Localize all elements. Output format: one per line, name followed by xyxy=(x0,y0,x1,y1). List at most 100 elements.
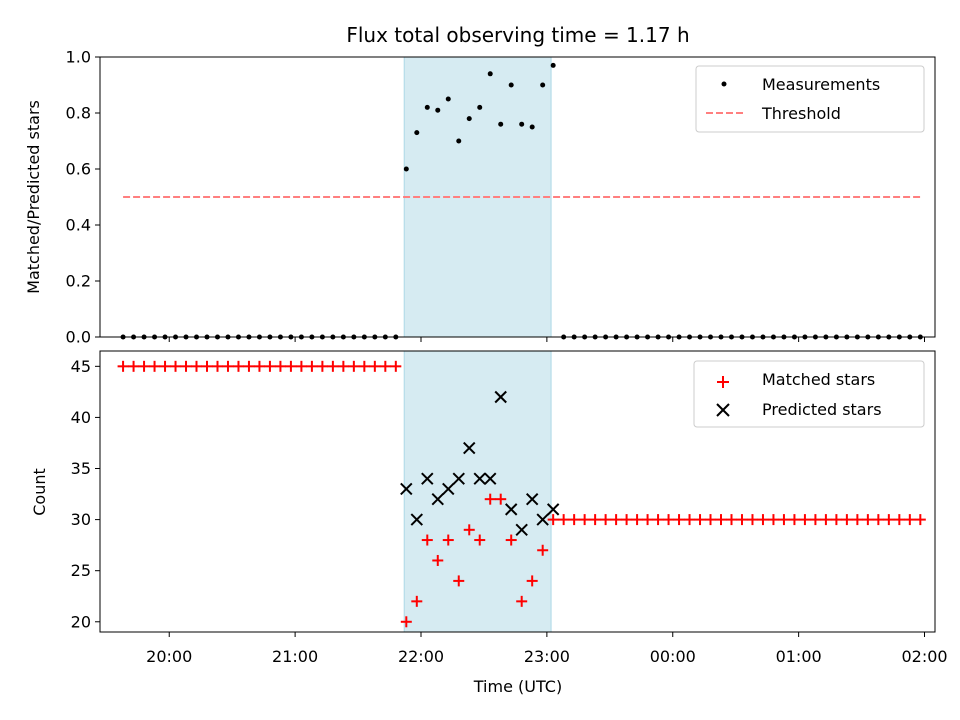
predicted-star-point xyxy=(473,472,486,485)
top-ytick-label: 0.6 xyxy=(66,160,91,179)
matched-star-point xyxy=(914,514,926,526)
matched-star-point xyxy=(830,514,842,526)
predicted-star-point xyxy=(515,523,528,537)
matched-star-point xyxy=(201,360,213,372)
bottom-legend: Matched stars Predicted stars xyxy=(693,360,925,428)
bottom-ytick-label: 35 xyxy=(71,459,91,478)
matched-star-point xyxy=(663,514,675,526)
matched-star-point xyxy=(369,360,381,372)
top-ytick-label: 0.2 xyxy=(66,272,91,291)
predicted-star-point xyxy=(410,513,424,526)
matched-star-point xyxy=(128,360,140,372)
predicted-star-stroke-b xyxy=(421,472,434,485)
matched-star-point xyxy=(883,514,895,526)
matched-star-point xyxy=(799,514,811,526)
matched-star-point xyxy=(725,514,737,526)
predicted-star-stroke-b xyxy=(400,482,413,496)
predicted-star-point xyxy=(546,503,560,516)
matched-star-point xyxy=(600,514,612,526)
bottom-xtick-label: 02:00 xyxy=(901,647,947,666)
top-ytick-label: 0.0 xyxy=(66,328,91,347)
matched-star-point xyxy=(295,360,307,372)
chart-title: Flux total observing time = 1.17 h xyxy=(346,23,689,47)
matched-star-point xyxy=(757,514,769,526)
matched-star-point xyxy=(505,534,517,546)
measurement-point xyxy=(529,124,535,130)
matched-star-point xyxy=(547,514,559,526)
predicted-star-point xyxy=(525,492,539,506)
predicted-star-stroke-b xyxy=(452,472,465,485)
matched-star-point xyxy=(516,595,528,607)
matched-star-point xyxy=(767,514,779,526)
measurement-point xyxy=(445,96,451,102)
matched-star-point xyxy=(893,514,905,526)
legend-predicted-marker xyxy=(716,403,730,417)
bottom-ytick-label: 25 xyxy=(71,561,91,580)
predicted-star-stroke-b xyxy=(442,482,455,496)
measurement-point xyxy=(403,166,409,172)
bottom-xtick-label: 00:00 xyxy=(650,647,696,666)
legend-measurements-marker xyxy=(721,81,727,87)
bottom-shaded-interval xyxy=(403,350,552,633)
matched-star-point xyxy=(537,544,549,556)
matched-star-point xyxy=(809,514,821,526)
measurement-point xyxy=(414,130,420,136)
bottom-legend-box xyxy=(693,360,925,428)
predicted-star-stroke-b xyxy=(546,503,560,516)
matched-star-point xyxy=(673,514,685,526)
matched-star-point xyxy=(170,360,182,372)
measurement-point xyxy=(435,107,441,113)
predicted-star-stroke-b xyxy=(515,523,528,537)
bottom-ytick-label: 40 xyxy=(71,408,91,427)
matched-star-point xyxy=(736,514,748,526)
measurement-point xyxy=(456,138,462,144)
matched-star-point xyxy=(379,360,391,372)
predicted-star-stroke-b xyxy=(484,472,497,485)
matched-star-point xyxy=(149,360,161,372)
matched-star-point xyxy=(778,514,790,526)
matched-star-point xyxy=(851,514,863,526)
top-legend-box xyxy=(695,65,925,133)
matched-star-point xyxy=(579,514,591,526)
matched-star-point xyxy=(243,360,255,372)
predicted-star-point xyxy=(421,472,434,485)
predicted-star-point xyxy=(494,390,507,404)
matched-star-point xyxy=(841,514,853,526)
matched-star-point xyxy=(610,514,622,526)
matched-star-point xyxy=(390,360,402,372)
predicted-star-stroke-b xyxy=(536,513,549,526)
predicted-star-stroke-b xyxy=(463,441,476,455)
bottom-ytick-label: 45 xyxy=(71,357,91,376)
legend-predicted-label: Predicted stars xyxy=(762,400,882,419)
matched-star-point xyxy=(484,493,496,505)
bottom-xtick-label: 21:00 xyxy=(272,647,318,666)
matched-star-point xyxy=(138,360,150,372)
matched-star-point xyxy=(316,360,328,372)
matched-star-point xyxy=(117,360,129,372)
top-ytick-label: 0.4 xyxy=(66,216,91,235)
measurement-point xyxy=(540,82,546,88)
matched-star-point xyxy=(222,360,234,372)
matched-star-point xyxy=(274,360,286,372)
matched-star-point xyxy=(589,514,601,526)
bottom-xtick-label: 20:00 xyxy=(146,647,192,666)
predicted-star-point xyxy=(504,503,518,516)
predicted-star-point xyxy=(431,492,444,506)
matched-star-point xyxy=(211,360,223,372)
legend-measurements-label: Measurements xyxy=(762,75,880,94)
measurement-point xyxy=(550,62,556,68)
measurement-point xyxy=(424,104,430,110)
measurement-point xyxy=(508,82,514,88)
bottom-xtick-label: 22:00 xyxy=(398,647,444,666)
predicted-star-point xyxy=(536,513,549,526)
bottom-xtick-label: 01:00 xyxy=(776,647,822,666)
top-legend: Measurements Threshold xyxy=(695,65,925,133)
matched-star-point xyxy=(621,514,633,526)
matched-star-point xyxy=(180,360,192,372)
matched-star-point xyxy=(285,360,297,372)
matched-star-point xyxy=(631,514,643,526)
predicted-star-stroke-b xyxy=(431,492,444,506)
matched-star-point xyxy=(526,575,538,587)
matched-star-point xyxy=(463,524,475,536)
